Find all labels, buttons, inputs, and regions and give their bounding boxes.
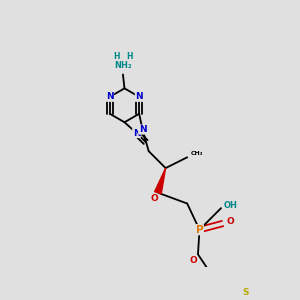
Text: N: N (139, 125, 146, 134)
Text: N: N (133, 129, 140, 138)
Text: NH₂: NH₂ (114, 61, 132, 70)
Text: H: H (126, 52, 132, 61)
Polygon shape (210, 271, 216, 283)
Text: O: O (151, 194, 159, 203)
Text: O: O (226, 218, 234, 226)
Polygon shape (154, 168, 166, 194)
Text: S: S (242, 288, 249, 297)
Text: N: N (106, 92, 114, 101)
Text: N: N (135, 92, 143, 101)
Text: H: H (113, 52, 120, 61)
Text: P: P (196, 225, 203, 235)
Text: CH₃: CH₃ (190, 151, 203, 156)
Text: O: O (190, 256, 197, 265)
Text: OH: OH (224, 200, 237, 209)
